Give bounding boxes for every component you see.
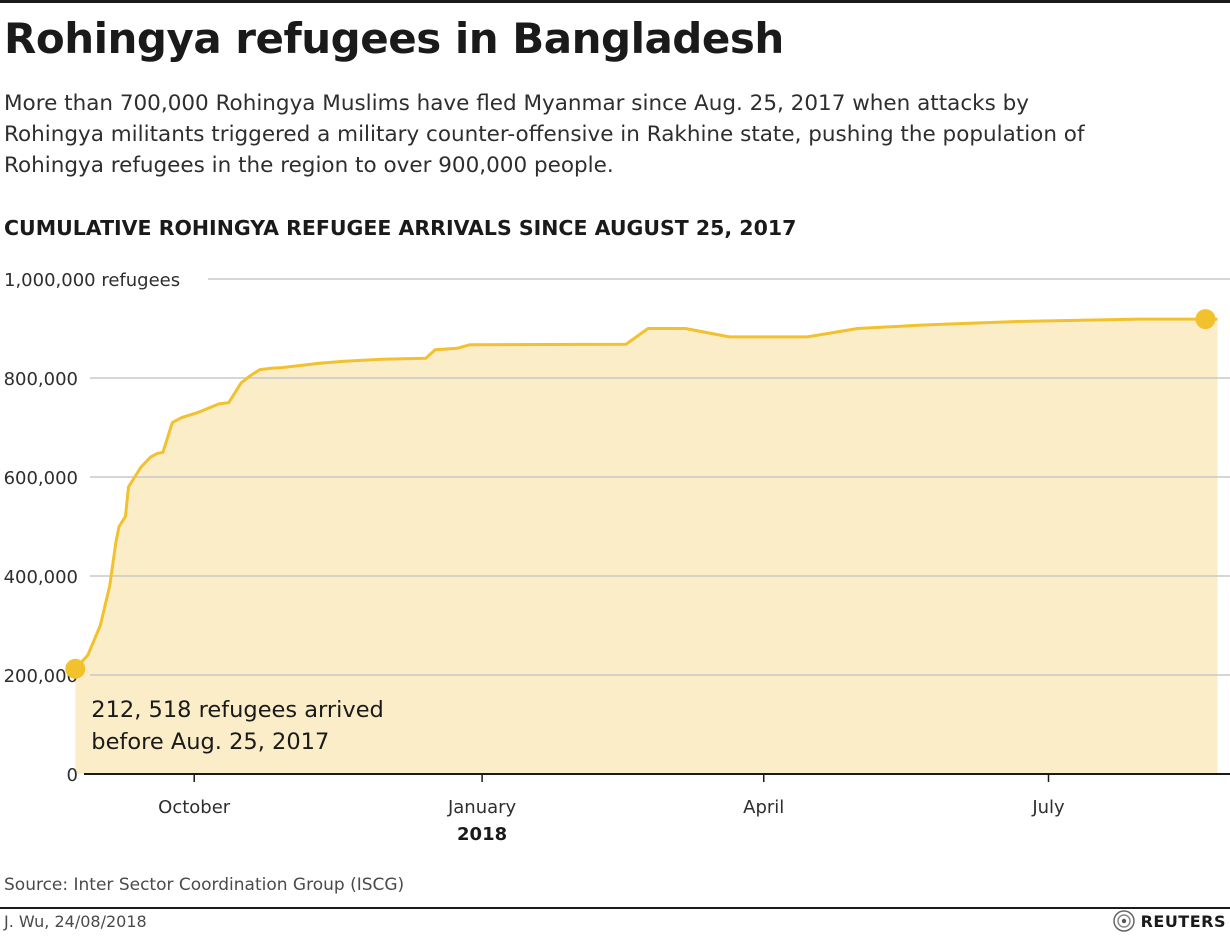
y-tick-label: 800,000 (4, 369, 78, 390)
y-tick-label: 0 (67, 765, 78, 786)
x-tick-label: July (1031, 797, 1065, 818)
credit-line: J. Wu, 24/08/2018 (4, 912, 147, 931)
chart-title: CUMULATIVE ROHINGYA REFUGEE ARRIVALS SIN… (4, 216, 797, 240)
x-tick-label: January (447, 797, 517, 818)
reuters-logo-text: REUTERS (1140, 911, 1226, 931)
reuters-logo-icon (1112, 910, 1135, 932)
y-tick-label: 200,000 (4, 666, 78, 687)
refugee-arrivals-chart: 1,000,000 refugees 800,000 600,000 400,000 2… (4, 270, 1230, 845)
y-tick-label: 1,000,000 refugees (4, 270, 180, 291)
y-tick-label: 400,000 (4, 567, 78, 588)
end-point-marker (1195, 309, 1216, 330)
reuters-logo: REUTERS (1112, 910, 1226, 932)
series-line (74, 317, 1218, 670)
top-rule (0, 0, 1230, 3)
y-tick-label: 600,000 (4, 468, 78, 489)
x-tick-label: October (158, 797, 231, 818)
annotation-label: before Aug. 25, 2017 (91, 729, 329, 755)
page-subtitle: More than 700,000 Rohingya Muslims have … (4, 91, 1085, 178)
x-tick-sublabel: 2018 (457, 824, 507, 845)
annotation-label: 212, 518 refugees arrived (91, 697, 384, 723)
series-area-fill (75, 319, 1218, 774)
start-point-marker (65, 658, 86, 679)
source-note: Source: Inter Sector Coordination Group … (4, 875, 405, 895)
page-title: Rohingya refugees in Bangladesh (4, 14, 784, 63)
bottom-rule (0, 907, 1230, 909)
x-tick-label: April (743, 797, 784, 818)
